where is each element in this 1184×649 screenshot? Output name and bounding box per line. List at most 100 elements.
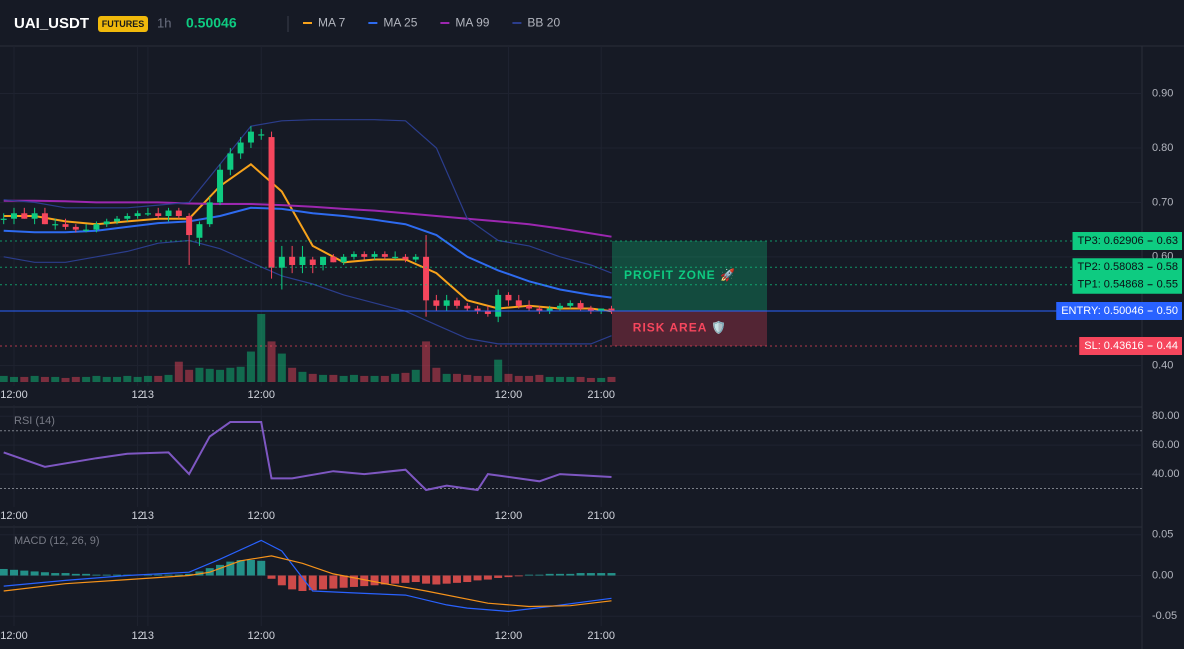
macd-bar	[391, 575, 400, 584]
candle-body	[41, 213, 48, 225]
macd-bar	[473, 575, 482, 581]
y-tick-label: 0.80	[1152, 142, 1173, 154]
macd-bar	[164, 574, 173, 576]
x-tick-label: 12:00	[247, 630, 275, 642]
volume-bar	[597, 377, 606, 382]
panel-title: RSI (14)	[14, 415, 55, 427]
volume-bar	[432, 367, 441, 382]
volume-bar	[30, 375, 39, 382]
level-box	[1056, 301, 1182, 320]
legend-label: MA 7	[318, 16, 346, 30]
candle-body	[556, 305, 563, 309]
macd-bar	[597, 573, 606, 576]
macd-line	[3, 555, 612, 608]
candle-body	[206, 202, 213, 225]
macd-line	[3, 539, 612, 613]
macd-bar	[329, 575, 338, 589]
volume-bar	[411, 369, 420, 382]
macd-bar	[71, 573, 80, 576]
macd-bar	[40, 572, 49, 576]
volume-bar	[514, 375, 523, 382]
x-tick-label: 21:00	[587, 630, 615, 642]
volume-bar	[607, 376, 616, 382]
volume-bar	[504, 373, 513, 382]
macd-bar	[10, 569, 19, 576]
level-axis-label: 0.63	[1157, 235, 1178, 247]
volume-bar	[277, 353, 286, 382]
volume-bar	[61, 377, 70, 382]
volume-bar	[205, 368, 214, 382]
candle-body	[381, 254, 388, 257]
y-tick-label: 40.00	[1152, 468, 1180, 480]
candle-body	[608, 308, 615, 311]
volume-bar	[51, 376, 60, 382]
macd-bar	[102, 574, 111, 576]
x-tick-label: 12:00	[495, 510, 523, 522]
candle-body	[278, 256, 285, 268]
level-label: TP2: 0.58083	[1078, 261, 1144, 273]
y-tick-label: 0.40	[1152, 360, 1173, 372]
candle-body	[546, 308, 553, 312]
candle-body	[175, 210, 182, 216]
macd-bar	[298, 575, 307, 591]
candle-body	[495, 294, 502, 317]
x-tick-label: 12	[132, 389, 144, 401]
legend-label: MA 25	[383, 16, 417, 30]
y-tick-label: 0.05	[1152, 529, 1173, 541]
volume-bar	[401, 372, 410, 382]
level-box	[1072, 275, 1182, 294]
indicator-line	[3, 239, 612, 345]
x-tick-label: 21:00	[587, 389, 615, 401]
volume-bar	[483, 375, 492, 382]
volume-bar	[494, 359, 503, 382]
y-tick-label: 0.70	[1152, 196, 1173, 208]
volume-bar	[0, 375, 8, 382]
x-tick-label: 12:00	[247, 510, 275, 522]
level-axis-label: 0.58	[1157, 261, 1178, 273]
volume-bar	[576, 376, 585, 382]
level-axis-label: 0.55	[1157, 279, 1178, 291]
volume-bar	[226, 367, 235, 382]
macd-bar	[576, 573, 585, 576]
macd-bar	[401, 575, 410, 583]
candle-body	[165, 210, 172, 216]
volume-bar	[452, 373, 461, 382]
y-tick-label: -0.05	[1152, 610, 1177, 622]
macd-bar	[545, 573, 554, 576]
level-box	[1079, 336, 1182, 355]
volume-bar	[339, 375, 348, 382]
candle-body	[443, 300, 450, 306]
zone-label: PROFIT ZONE 🚀	[624, 268, 736, 282]
candle-body	[464, 305, 471, 309]
y-tick-label: 0.90	[1152, 87, 1173, 99]
macd-bar	[411, 575, 420, 583]
macd-bar	[607, 573, 616, 576]
macd-bar	[432, 575, 441, 585]
macd-bar	[0, 568, 8, 576]
volume-bar	[40, 376, 49, 382]
volume-bar	[154, 375, 163, 382]
macd-bar	[174, 574, 183, 576]
volume-bar	[236, 366, 245, 382]
volume-bar	[113, 376, 122, 382]
candle-body	[361, 254, 368, 257]
macd-bar	[288, 575, 297, 590]
indicator-line	[3, 199, 612, 238]
macd-bar	[339, 575, 348, 588]
x-tick-label: 13	[142, 630, 154, 642]
macd-bar	[422, 575, 431, 584]
volume-bar	[422, 341, 431, 382]
candle-body	[340, 256, 347, 263]
x-tick-label: 13	[142, 510, 154, 522]
volume-bar	[195, 367, 204, 382]
macd-bar	[535, 574, 544, 576]
candle-body	[330, 256, 337, 263]
macd-bar	[308, 575, 317, 591]
candle-body	[412, 256, 419, 260]
macd-bar	[566, 573, 575, 576]
last-price: 0.50046	[186, 15, 237, 31]
legend: MA 7 MA 25 MA 99 BB 20	[303, 16, 560, 30]
candle-body	[598, 308, 605, 312]
